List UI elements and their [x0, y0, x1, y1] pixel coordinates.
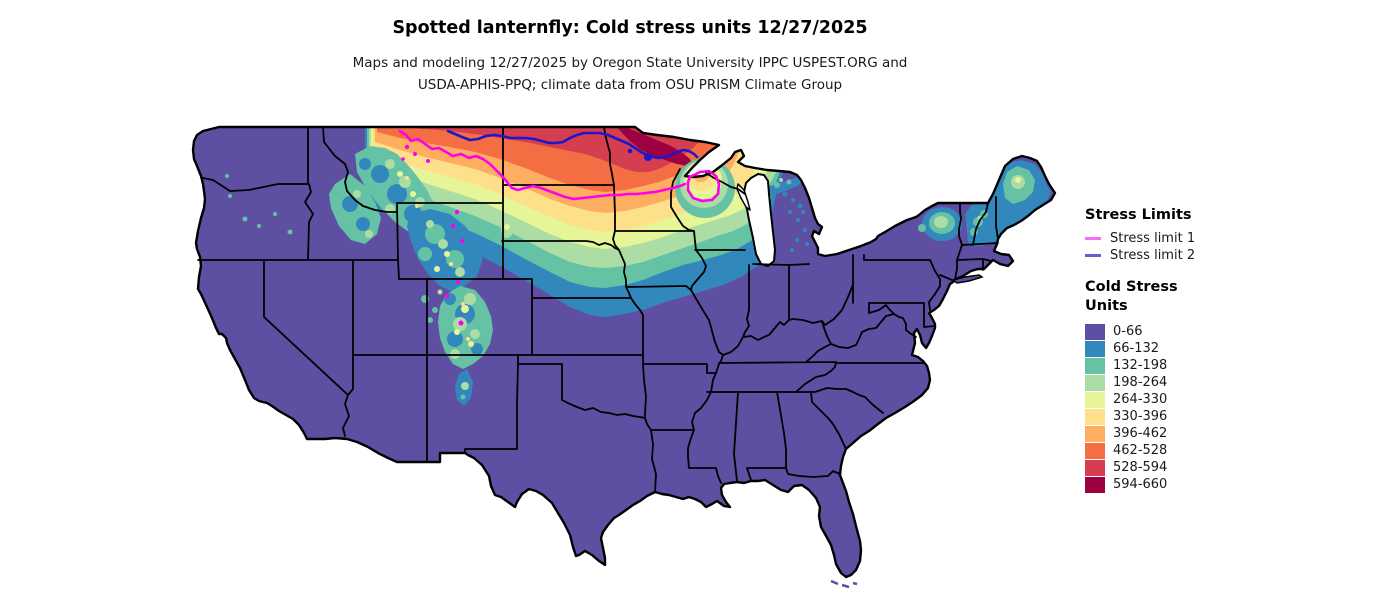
legend-class-row: 594-660	[1085, 476, 1385, 493]
stress-limit-line-swatch	[1085, 237, 1101, 240]
state-borders	[197, 126, 999, 493]
class-range-label: 66-132	[1113, 341, 1160, 356]
class-range-label: 528-594	[1113, 460, 1168, 475]
class-range-label: 0-66	[1113, 324, 1143, 339]
page-title: Spotted lanternfly: Cold stress units 12…	[392, 18, 868, 38]
class-range-label: 198-264	[1113, 375, 1168, 390]
class-color-swatch	[1085, 425, 1105, 442]
stress-limit-2-line	[446, 129, 699, 161]
subtitle-line-2: USDA-APHIS-PPQ; climate data from OSU PR…	[417, 77, 843, 93]
florida-keys	[830, 579, 858, 589]
class-color-swatch	[1085, 391, 1105, 408]
class-color-swatch	[1085, 459, 1105, 476]
class-color-swatch	[1085, 442, 1105, 459]
header: Spotted lanternfly: Cold stress units 12…	[190, 18, 1070, 96]
legend-class-row: 264-330	[1085, 391, 1385, 408]
legend-class-row: 528-594	[1085, 459, 1385, 476]
class-color-swatch	[1085, 408, 1105, 425]
class-color-swatch	[1085, 374, 1105, 391]
long-island	[951, 274, 984, 284]
us-outline	[191, 125, 1057, 579]
class-range-label: 132-198	[1113, 358, 1168, 373]
legend: Stress Limits Stress limit 1 Stress limi…	[1085, 207, 1385, 493]
cold-stress-classes-list: 0-66 66-132 132-198 198-264 264-330 330-…	[1085, 323, 1385, 493]
class-range-label: 594-660	[1113, 477, 1168, 492]
stress-limit-1-line	[398, 129, 721, 326]
stress-limit-label: Stress limit 2	[1110, 248, 1196, 263]
legend-class-row: 66-132	[1085, 340, 1385, 357]
us-cold-stress-map	[185, 114, 1065, 592]
class-color-swatch	[1085, 357, 1105, 374]
map-subtitle: Maps and modeling 12/27/2025 by Oregon S…	[190, 52, 1070, 96]
stress-limits-list: Stress limit 1 Stress limit 2	[1085, 230, 1385, 264]
legend-class-row: 198-264	[1085, 374, 1385, 391]
class-range-label: 330-396	[1113, 409, 1168, 424]
stress-limit-line-swatch	[1085, 254, 1101, 257]
stress-limits-title: Stress Limits	[1085, 207, 1192, 223]
cold-stress-units-title: Cold Stress Units	[1085, 279, 1178, 314]
legend-class-row: 132-198	[1085, 357, 1385, 374]
legend-stress-limit-row: Stress limit 2	[1085, 247, 1385, 264]
stress-limit-label: Stress limit 1	[1110, 231, 1196, 246]
class-color-swatch	[1085, 340, 1105, 357]
class-color-swatch	[1085, 323, 1105, 340]
us-landmass	[193, 127, 1055, 577]
class-range-label: 264-330	[1113, 392, 1168, 407]
legend-class-row: 0-66	[1085, 323, 1385, 340]
cold-stress-raster	[225, 127, 1051, 406]
legend-class-row: 396-462	[1085, 425, 1385, 442]
legend-class-row: 462-528	[1085, 442, 1385, 459]
class-range-label: 462-528	[1113, 443, 1168, 458]
legend-class-row: 330-396	[1085, 408, 1385, 425]
class-range-label: 396-462	[1113, 426, 1168, 441]
us-map-svg	[191, 125, 1057, 589]
subtitle-line-1: Maps and modeling 12/27/2025 by Oregon S…	[352, 55, 908, 71]
class-color-swatch	[1085, 476, 1105, 493]
legend-stress-limit-row: Stress limit 1	[1085, 230, 1385, 247]
